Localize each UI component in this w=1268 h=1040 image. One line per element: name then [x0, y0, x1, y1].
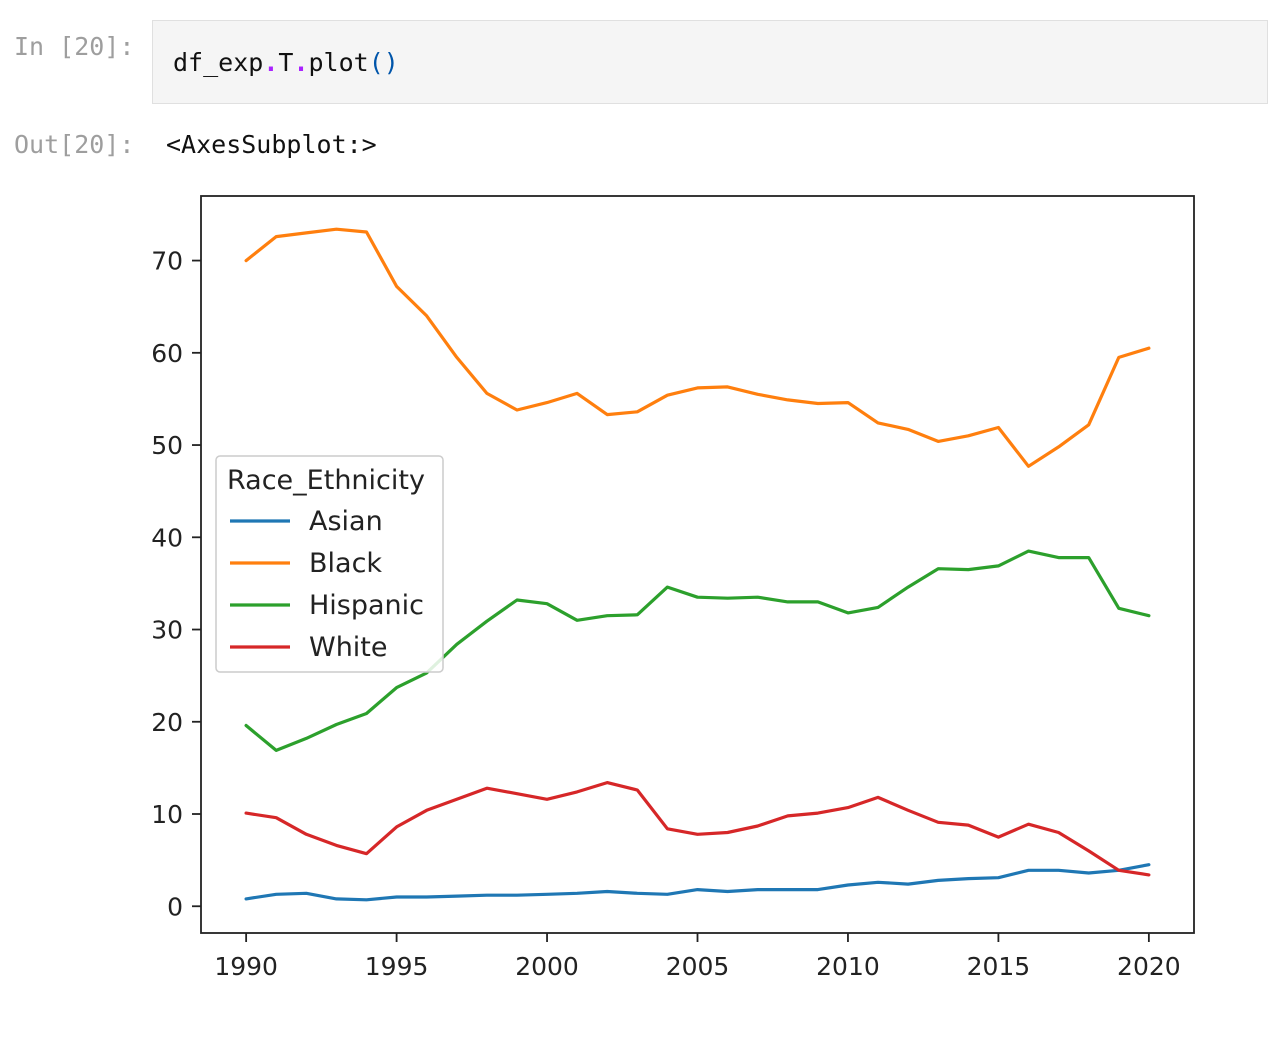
- x-tick-label: 2020: [1117, 952, 1181, 981]
- y-tick-label: 70: [151, 247, 183, 276]
- series-line-black: [244, 227, 1151, 468]
- legend-label-black: Black: [309, 548, 382, 579]
- y-tick-label: 50: [151, 431, 183, 460]
- y-tick-label: 10: [151, 800, 183, 829]
- input-prompt: In [20]:: [14, 32, 135, 61]
- code-cell[interactable]: df_exp.T.plot(): [152, 20, 1268, 104]
- output-text: <AxesSubplot:>: [166, 130, 377, 159]
- y-tick-label: 30: [151, 616, 183, 645]
- x-tick-label: 2005: [666, 952, 730, 981]
- x-tick-label: 2000: [515, 952, 579, 981]
- x-tick-label: 1995: [365, 952, 429, 981]
- x-tick-label: 2015: [967, 952, 1031, 981]
- legend: Race_Ethnicity Asian Black Hispanic White: [215, 455, 444, 673]
- x-tick-label: 1990: [214, 952, 278, 981]
- y-tick-label: 0: [167, 892, 183, 921]
- y-tick-label: 20: [151, 708, 183, 737]
- legend-label-asian: Asian: [309, 506, 383, 537]
- axis-layer: 1990 1995 2000 2005 2010 2015 2020 0 10 20 30 40 50 6…: [151, 247, 1180, 981]
- y-tick-label: 60: [151, 339, 183, 368]
- y-tick-label: 40: [151, 523, 183, 552]
- series-line-white: [244, 780, 1151, 877]
- series-line-hispanic: [244, 549, 1151, 753]
- series-line-asian: [244, 863, 1151, 902]
- code-text[interactable]: df_exp.T.plot(): [173, 48, 399, 77]
- series-layer: [244, 227, 1151, 902]
- legend-box: [215, 455, 444, 673]
- x-tick-label: 2010: [816, 952, 880, 981]
- legend-label-white: White: [309, 632, 388, 663]
- legend-label-hispanic: Hispanic: [309, 590, 424, 621]
- legend-title: Race_Ethnicity: [227, 465, 425, 496]
- output-prompt: Out[20]:: [14, 130, 135, 159]
